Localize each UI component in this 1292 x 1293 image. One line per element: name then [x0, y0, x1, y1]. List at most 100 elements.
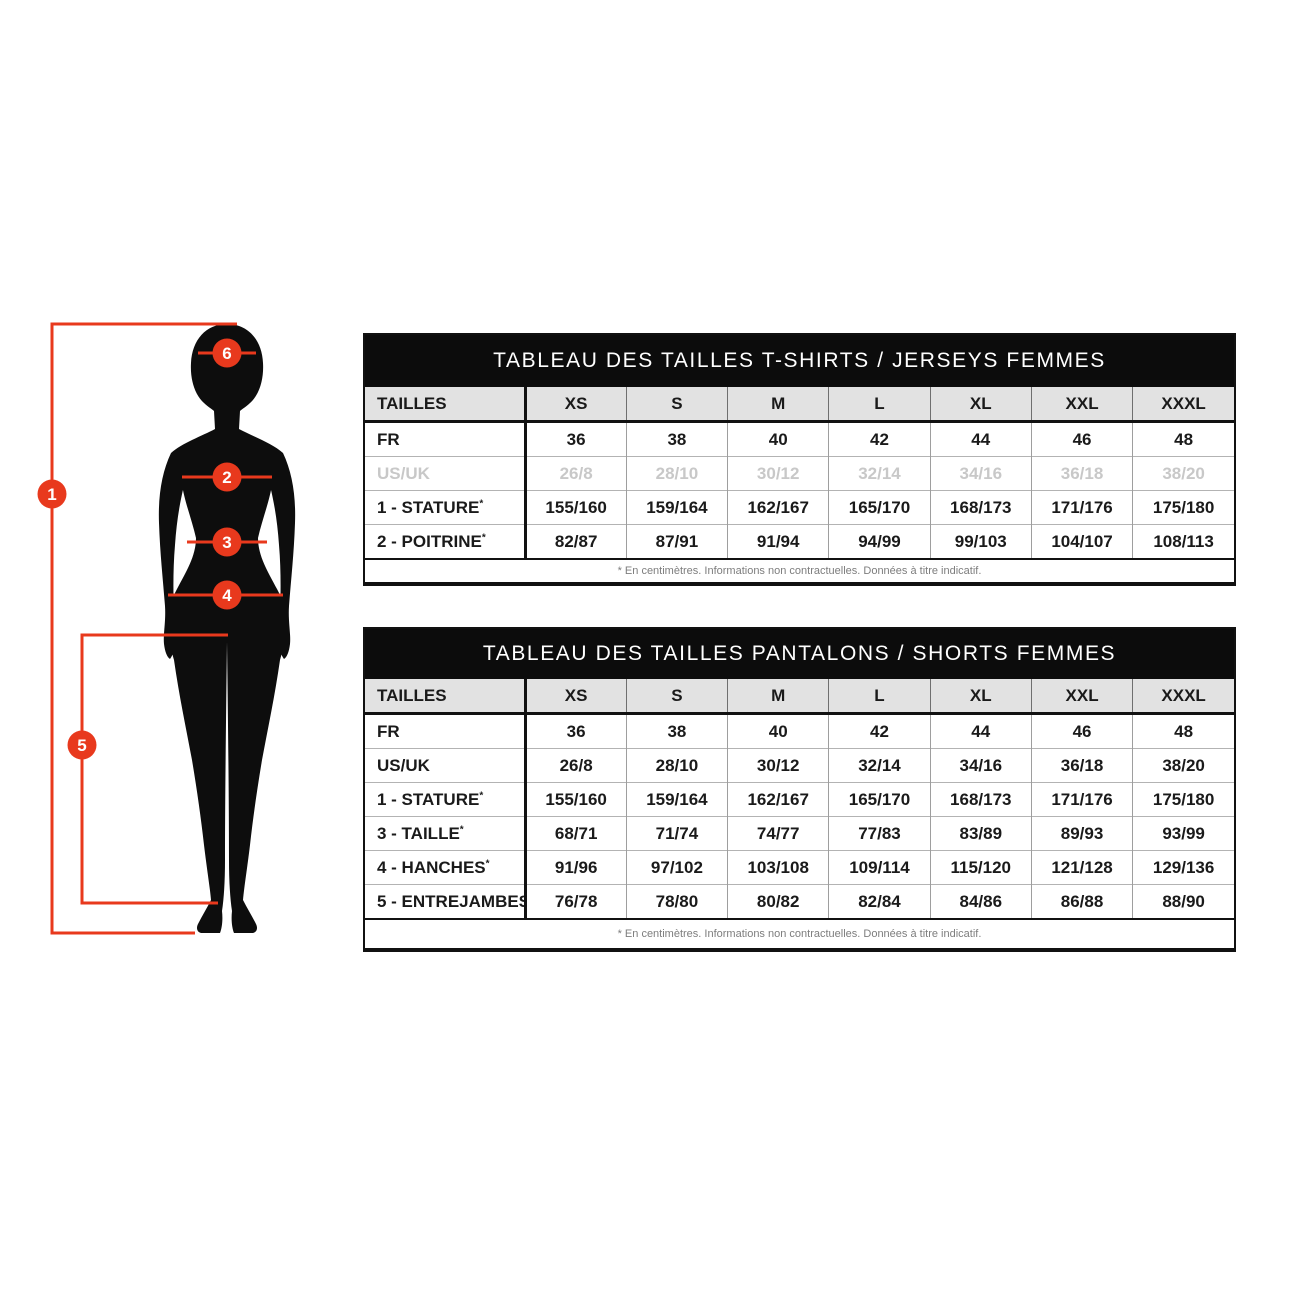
measurement-row: 1 - STATURE* 155/160 159/164 162/167 165/170…	[365, 490, 1234, 525]
size-value-cell: 74/77	[727, 816, 829, 851]
size-value-cell: 36/18	[1030, 748, 1133, 783]
pants-size-table: TABLEAU DES TAILLES PANTALONS / SHORTS F…	[363, 627, 1236, 952]
measure-marker-3: 3	[212, 527, 242, 557]
marker-number: 6	[222, 344, 231, 363]
size-value-cell: 38	[625, 713, 728, 749]
header-row: TAILLES XS S M L XL XXL XXXL	[365, 679, 1234, 715]
size-column-header: XXL	[1030, 387, 1133, 423]
table-footnote: * En centimètres. Informations non contr…	[365, 558, 1234, 582]
measure-marker-5: 5	[67, 730, 97, 760]
size-value-cell: 99/103	[929, 524, 1032, 558]
marker-number: 3	[222, 533, 231, 552]
row-label: FR	[365, 421, 527, 457]
size-value-cell: 87/91	[625, 524, 728, 558]
size-value-cell: 40	[727, 421, 829, 457]
size-value-cell: 44	[929, 713, 1032, 749]
size-value-cell: 84/86	[929, 884, 1032, 918]
size-value-cell: 175/180	[1132, 490, 1234, 525]
size-value-cell: 171/176	[1030, 490, 1133, 525]
size-column-header: L	[828, 387, 931, 423]
row-label: 2 - POITRINE*	[365, 524, 527, 558]
size-value-cell: 168/173	[929, 490, 1032, 525]
measurement-row: FR 36 38 40 42 44 46 48	[365, 421, 1234, 457]
size-value-cell: 165/170	[828, 490, 931, 525]
size-value-cell: 30/12	[727, 456, 829, 491]
size-value-cell: 88/90	[1132, 884, 1234, 918]
size-value-cell: 159/164	[625, 782, 728, 817]
size-value-cell: 129/136	[1132, 850, 1234, 885]
table-footnote: * En centimètres. Informations non contr…	[365, 918, 1234, 948]
size-column-header: XS	[524, 679, 627, 715]
size-value-cell: 175/180	[1132, 782, 1234, 817]
size-value-cell: 155/160	[524, 782, 627, 817]
size-column-header: XL	[929, 679, 1032, 715]
size-table: TAILLES XS S M L XL XXL XXXL FR 36 38 40 42 44 46 48 US…	[365, 679, 1234, 918]
size-value-cell: 80/82	[727, 884, 829, 918]
size-value-cell: 115/120	[929, 850, 1032, 885]
size-value-cell: 34/16	[929, 456, 1032, 491]
size-column-header: M	[727, 679, 829, 715]
measure-line-stature-1	[50, 322, 237, 935]
size-value-cell: 171/176	[1030, 782, 1133, 817]
asterisk: *	[459, 823, 464, 835]
tshirt-size-table: TABLEAU DES TAILLES T-SHIRTS / JERSEYS F…	[363, 333, 1236, 586]
size-value-cell: 71/74	[625, 816, 728, 851]
row-label: 4 - HANCHES*	[365, 850, 527, 885]
woman-silhouette	[158, 324, 296, 933]
size-value-cell: 168/173	[929, 782, 1032, 817]
marker-number: 4	[222, 586, 232, 605]
marker-circle	[212, 580, 242, 610]
size-value-cell: 162/167	[727, 782, 829, 817]
size-column-header: XL	[929, 387, 1032, 423]
marker-circle	[212, 338, 242, 368]
measurement-row: 4 - HANCHES* 91/96 97/102 103/108 109/114 115…	[365, 850, 1234, 885]
size-value-cell: 30/12	[727, 748, 829, 783]
marker-circle	[212, 527, 242, 557]
size-value-cell: 78/80	[625, 884, 728, 918]
size-value-cell: 38	[625, 421, 728, 457]
size-value-cell: 26/8	[524, 456, 627, 491]
measure-line-entrejambes-5	[80, 633, 228, 905]
size-value-cell: 82/84	[828, 884, 931, 918]
measure-marker-4: 4	[212, 580, 242, 610]
size-value-cell: 46	[1030, 713, 1133, 749]
size-value-cell: 32/14	[828, 456, 931, 491]
row-label: 1 - STATURE*	[365, 490, 527, 525]
size-value-cell: 89/93	[1030, 816, 1133, 851]
size-value-cell: 44	[929, 421, 1032, 457]
size-value-cell: 38/20	[1132, 456, 1234, 491]
size-value-cell: 104/107	[1030, 524, 1133, 558]
size-value-cell: 159/164	[625, 490, 728, 525]
asterisk: *	[485, 857, 490, 869]
size-value-cell: 97/102	[625, 850, 728, 885]
size-column-header: L	[828, 679, 931, 715]
size-column-header: XXXL	[1132, 679, 1234, 715]
row-label: US/UK	[365, 748, 527, 783]
marker-number: 5	[77, 736, 86, 755]
table-title: TABLEAU DES TAILLES T-SHIRTS / JERSEYS F…	[365, 335, 1234, 387]
marker-circle	[212, 462, 242, 492]
marker-circle	[37, 479, 67, 509]
marker-number: 1	[47, 485, 56, 504]
header-row: TAILLES XS S M L XL XXL XXXL	[365, 387, 1234, 423]
size-value-cell: 28/10	[625, 748, 728, 783]
row-label: FR	[365, 713, 527, 749]
marker-circle	[67, 730, 97, 760]
size-value-cell: 108/113	[1132, 524, 1234, 558]
size-table: TAILLES XS S M L XL XXL XXXL FR 36 38 40 42 44 46 48 US…	[365, 387, 1234, 558]
size-value-cell: 109/114	[828, 850, 931, 885]
size-value-cell: 40	[727, 713, 829, 749]
size-value-cell: 36/18	[1030, 456, 1133, 491]
measurement-row: 5 - ENTREJAMBES*76/7878/8080/8282/8484/8…	[365, 884, 1234, 918]
size-value-cell: 48	[1132, 421, 1234, 457]
size-value-cell: 91/96	[524, 850, 627, 885]
asterisk: *	[479, 497, 484, 509]
size-value-cell: 48	[1132, 713, 1234, 749]
size-value-cell: 26/8	[524, 748, 627, 783]
size-value-cell: 162/167	[727, 490, 829, 525]
size-value-cell: 86/88	[1030, 884, 1133, 918]
size-value-cell: 121/128	[1030, 850, 1133, 885]
size-value-cell: 42	[828, 421, 931, 457]
asterisk: *	[481, 531, 486, 543]
